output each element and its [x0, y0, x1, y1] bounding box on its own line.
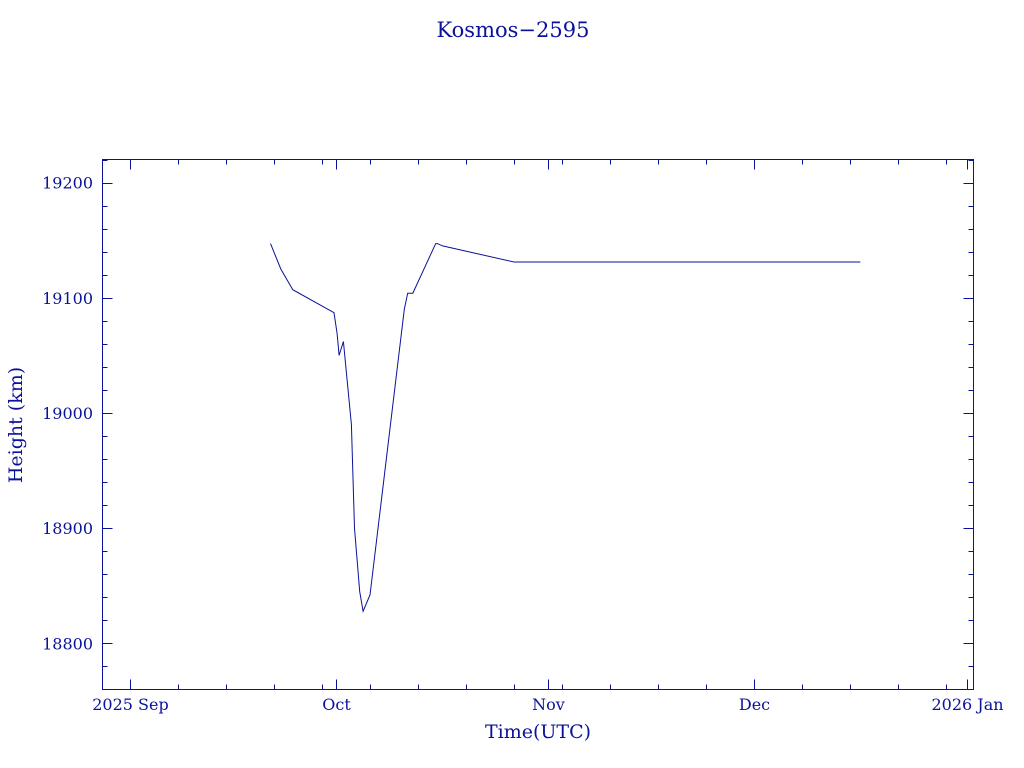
x-tick-label: Nov	[532, 695, 565, 714]
y-axis: 18800 18900 19000 19100 19200	[42, 160, 974, 667]
y-tick-label: 19000	[42, 404, 93, 423]
x-axis: 2025 Sep Oct Nov Dec 2026 Jan	[92, 159, 1004, 714]
x-tick-label: 2026 Jan	[931, 695, 1003, 714]
y-tick-label: 18800	[42, 634, 93, 653]
y-tick-label: 18900	[42, 519, 93, 538]
x-tick-label: Dec	[739, 695, 770, 714]
y-axis-title: Height (km)	[5, 367, 27, 483]
x-axis-title: Time(UTC)	[485, 721, 591, 743]
height-series-line	[270, 243, 861, 613]
chart-title: Kosmos−2595	[437, 18, 590, 42]
plot-frame	[102, 159, 974, 690]
x-tick-label: Oct	[322, 695, 351, 714]
x-tick-label: 2025 Sep	[92, 695, 168, 714]
y-tick-label: 19200	[42, 174, 93, 193]
y-tick-label: 19100	[42, 289, 93, 308]
